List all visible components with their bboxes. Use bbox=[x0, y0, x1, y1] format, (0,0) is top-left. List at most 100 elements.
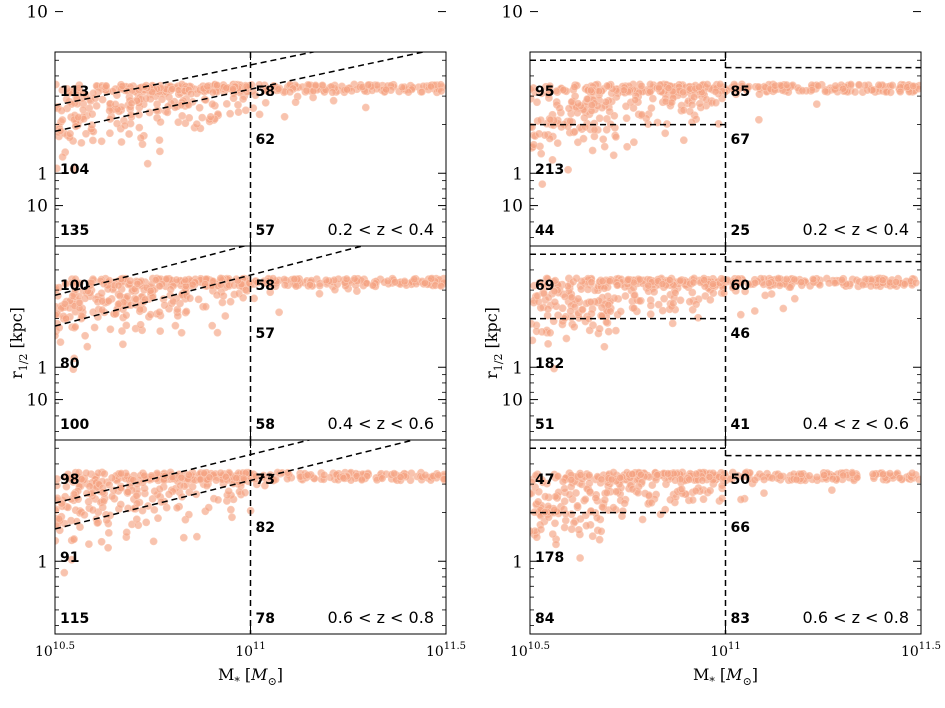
data-point bbox=[98, 297, 107, 306]
data-point bbox=[716, 80, 724, 89]
data-point bbox=[600, 142, 609, 151]
data-point bbox=[537, 525, 545, 534]
data-point bbox=[222, 84, 231, 92]
data-point bbox=[622, 102, 630, 111]
data-point bbox=[888, 81, 897, 90]
count-low-top: 47 bbox=[535, 472, 554, 488]
data-point bbox=[576, 554, 584, 562]
data-point bbox=[118, 327, 126, 335]
data-point bbox=[593, 513, 602, 522]
data-point bbox=[609, 503, 618, 512]
data-point bbox=[63, 85, 72, 93]
data-point bbox=[718, 494, 726, 503]
data-point bbox=[98, 95, 107, 104]
data-point bbox=[70, 490, 79, 499]
data-point bbox=[111, 100, 120, 109]
panel-left-0: 1 10 113 104 135 58 62 57 0.2 < z < 0.4 bbox=[26, 3, 447, 247]
count-high-mid: 62 bbox=[256, 132, 275, 148]
data-point bbox=[226, 505, 235, 514]
data-point bbox=[421, 471, 430, 480]
data-point bbox=[543, 274, 552, 283]
data-point bbox=[782, 81, 791, 89]
data-point bbox=[315, 281, 324, 290]
data-point bbox=[361, 103, 370, 112]
data-point bbox=[546, 115, 555, 124]
data-point bbox=[571, 92, 579, 101]
data-point bbox=[177, 473, 186, 482]
data-point bbox=[82, 129, 90, 138]
data-point bbox=[660, 294, 668, 303]
data-point bbox=[576, 471, 585, 479]
data-point bbox=[192, 120, 201, 129]
data-point bbox=[751, 278, 759, 287]
data-point bbox=[691, 486, 700, 495]
data-point bbox=[779, 304, 788, 313]
data-point bbox=[553, 139, 562, 147]
data-point bbox=[676, 296, 685, 305]
data-point bbox=[177, 101, 186, 109]
data-point bbox=[761, 291, 770, 300]
y-tick-label: 1 bbox=[37, 358, 48, 378]
data-point bbox=[357, 475, 366, 484]
data-point bbox=[329, 96, 338, 105]
data-point bbox=[274, 85, 283, 93]
data-point bbox=[105, 106, 114, 115]
data-point bbox=[124, 488, 132, 496]
data-point bbox=[318, 81, 327, 90]
data-point bbox=[828, 486, 836, 494]
data-point bbox=[878, 276, 887, 285]
data-point bbox=[711, 87, 720, 96]
data-point bbox=[306, 280, 314, 289]
data-point bbox=[322, 276, 330, 285]
data-point bbox=[544, 339, 552, 348]
data-point bbox=[378, 474, 387, 483]
data-point bbox=[74, 468, 83, 477]
data-point bbox=[646, 87, 655, 96]
data-point bbox=[269, 274, 277, 283]
data-point bbox=[154, 514, 162, 523]
data-point bbox=[404, 88, 413, 96]
data-point bbox=[534, 497, 543, 506]
data-point bbox=[655, 83, 663, 92]
data-point bbox=[585, 471, 593, 480]
data-point bbox=[603, 82, 612, 90]
data-point bbox=[68, 291, 77, 300]
data-point bbox=[612, 487, 621, 496]
data-point bbox=[155, 485, 164, 493]
data-point bbox=[688, 305, 697, 314]
data-point bbox=[239, 293, 247, 302]
data-point bbox=[586, 298, 595, 306]
data-point bbox=[271, 475, 280, 484]
data-point bbox=[566, 307, 575, 316]
data-point bbox=[105, 480, 113, 489]
data-point bbox=[646, 80, 655, 89]
data-point bbox=[570, 127, 579, 136]
data-point bbox=[104, 296, 113, 305]
data-point bbox=[648, 481, 657, 489]
data-point bbox=[184, 470, 193, 479]
data-point bbox=[234, 101, 242, 109]
panel-left-2: 1 10 98 91 115 73 82 78 0.6 < z < 0.8 bbox=[26, 391, 447, 635]
data-point bbox=[610, 111, 619, 120]
data-point bbox=[567, 475, 576, 484]
data-point bbox=[155, 136, 164, 144]
data-point bbox=[251, 472, 260, 481]
data-point bbox=[290, 275, 299, 284]
data-point bbox=[551, 519, 559, 528]
data-point bbox=[203, 82, 212, 91]
data-point bbox=[181, 276, 190, 285]
scatter-points bbox=[55, 274, 446, 374]
data-point bbox=[551, 492, 560, 501]
data-point bbox=[695, 99, 704, 108]
data-point bbox=[60, 299, 69, 308]
data-point bbox=[57, 499, 66, 508]
data-point bbox=[71, 322, 80, 331]
data-point bbox=[584, 285, 592, 294]
data-point bbox=[658, 280, 667, 288]
data-point bbox=[127, 99, 136, 108]
data-point bbox=[591, 494, 600, 502]
count-high-top: 58 bbox=[256, 84, 275, 100]
data-point bbox=[328, 88, 337, 97]
data-point bbox=[125, 130, 134, 138]
data-point bbox=[839, 471, 848, 480]
